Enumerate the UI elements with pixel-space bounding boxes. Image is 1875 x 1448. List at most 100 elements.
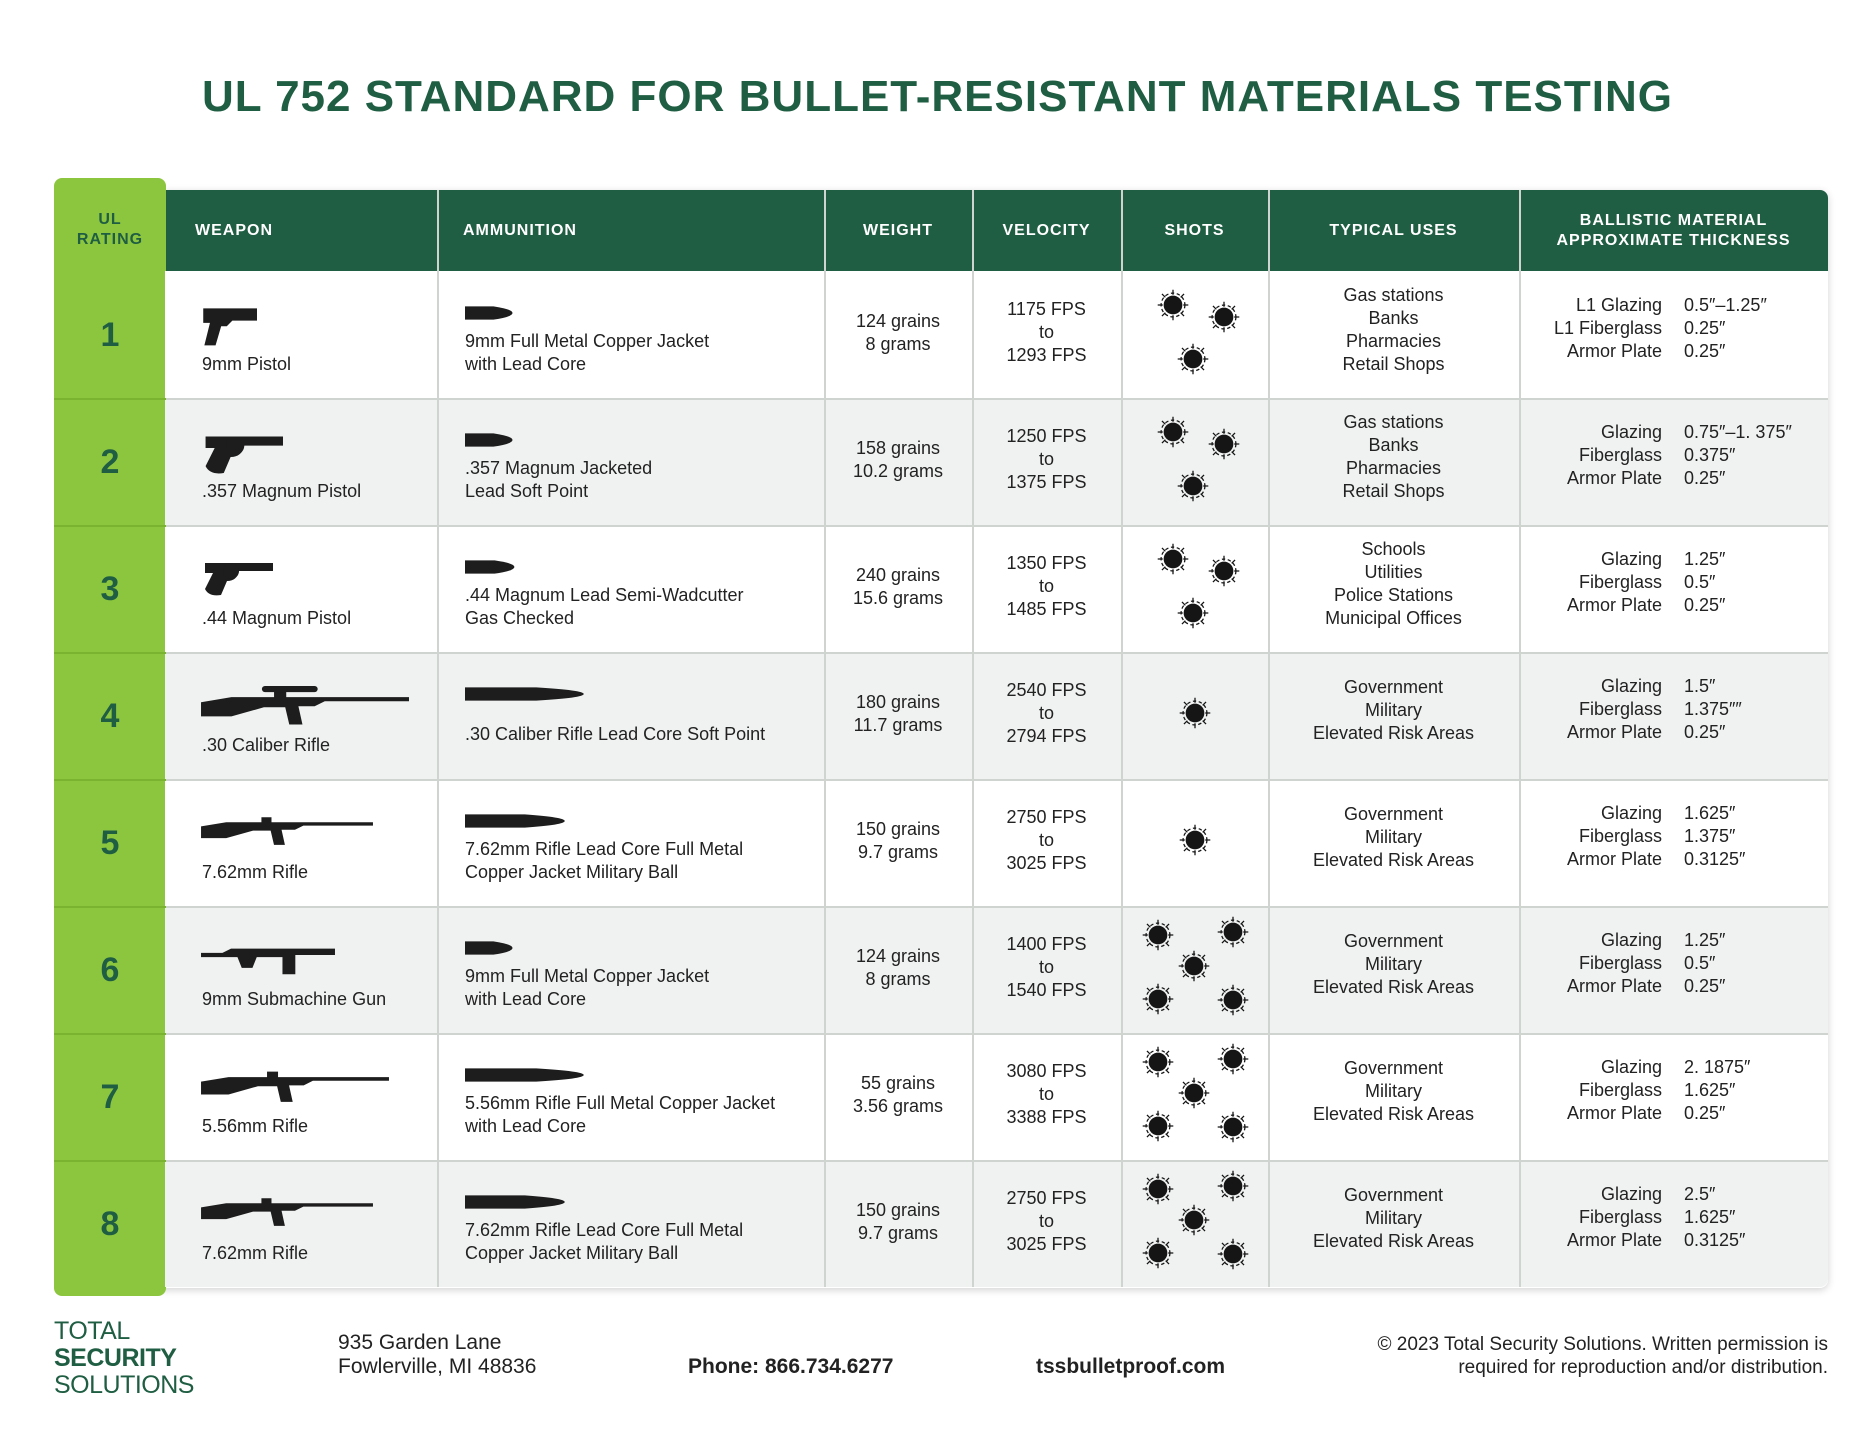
velocity-line: 3025 FPS bbox=[1006, 852, 1087, 873]
weight: 150 grains 9.7 grams bbox=[824, 818, 972, 864]
weapon: 7.62mm Rifle bbox=[202, 1243, 309, 1263]
uses-line: Municipal Offices bbox=[1325, 607, 1462, 628]
weapon: .30 Caliber Rifle bbox=[202, 735, 331, 755]
velocity-line: 1250 FPS bbox=[1006, 425, 1087, 446]
weight: 150 grains 9.7 grams bbox=[824, 1199, 972, 1245]
shot-hole bbox=[1177, 597, 1208, 628]
column-divider bbox=[437, 190, 439, 398]
uses-line: Retail Shops bbox=[1342, 353, 1445, 374]
velocity-line: to bbox=[1038, 956, 1054, 977]
uses: Gas stations Banks Pharmacies Retail Shops bbox=[1268, 393, 1519, 520]
thickness: 2.5″ bbox=[1684, 1183, 1716, 1204]
header-velocity: VELOCITY bbox=[1002, 222, 1091, 239]
column-divider bbox=[1519, 652, 1521, 779]
uses-line: Military bbox=[1365, 827, 1422, 847]
row-bg bbox=[165, 271, 1828, 398]
uses-line: Government bbox=[1343, 677, 1444, 697]
weight-line: 158 grains bbox=[855, 437, 941, 458]
weight-line: 150 grains bbox=[855, 1199, 941, 1220]
row-bg bbox=[165, 906, 1828, 1033]
header-rating: UL RATING bbox=[54, 210, 166, 250]
header-thickness-line: APPROXIMATE THICKNESS bbox=[1556, 232, 1791, 249]
material: Glazing bbox=[1600, 421, 1662, 442]
weapon: .357 Magnum Pistol bbox=[202, 481, 362, 501]
ammunition: 9mm Full Metal Copper Jacket with Lead Co… bbox=[465, 327, 709, 379]
velocity-line: to bbox=[1038, 575, 1054, 596]
velocity-line: 2540 FPS bbox=[1006, 679, 1087, 700]
shot-hole bbox=[1157, 416, 1188, 447]
weight-line: 9.7 grams bbox=[857, 841, 939, 862]
shot-hole bbox=[1179, 824, 1210, 855]
header-shots: SHOTS bbox=[1164, 222, 1225, 239]
column-divider bbox=[824, 652, 826, 779]
phone: Phone: 866.734.6277 bbox=[688, 1355, 894, 1378]
velocity-line: to bbox=[1038, 702, 1054, 723]
column-divider bbox=[1268, 652, 1270, 779]
thickness: 0.25″ bbox=[1684, 594, 1726, 615]
material: Glazing bbox=[1600, 1183, 1662, 1204]
row-bg bbox=[165, 1033, 1828, 1160]
copyright-line: required for reproduction and/or distrib… bbox=[1458, 1357, 1828, 1378]
weight: 55 grains 3.56 grams bbox=[824, 1072, 972, 1118]
material: Fiberglass bbox=[1578, 1079, 1662, 1100]
weapon: 5.56mm Rifle bbox=[202, 1116, 309, 1136]
column-divider bbox=[972, 779, 974, 906]
column-divider bbox=[824, 1160, 826, 1287]
weight-line: 8 grams bbox=[865, 968, 931, 989]
title: UL 752 STANDARD FOR BULLET-RESISTANT MAT… bbox=[201, 72, 1673, 121]
thickness: 0.375″ bbox=[1684, 444, 1736, 465]
velocity: 1250 FPS to 1375 FPS bbox=[972, 425, 1121, 494]
column-divider bbox=[824, 525, 826, 652]
column-divider bbox=[1519, 525, 1521, 652]
column-divider bbox=[1121, 779, 1123, 906]
shot-hole bbox=[1142, 983, 1173, 1014]
rating: 2 bbox=[100, 442, 120, 481]
velocity: 1350 FPS to 1485 FPS bbox=[972, 552, 1121, 621]
velocity-line: to bbox=[1038, 448, 1054, 469]
weight-line: 124 grains bbox=[855, 945, 941, 966]
column-divider bbox=[1121, 398, 1123, 525]
shot-hole bbox=[1157, 543, 1188, 574]
velocity-line: 1375 FPS bbox=[1006, 471, 1087, 492]
velocity-line: 1350 FPS bbox=[1006, 552, 1087, 573]
velocity: 2750 FPS to 3025 FPS bbox=[972, 806, 1121, 875]
rating-divider bbox=[54, 779, 166, 781]
uses-line: Gas stations bbox=[1343, 284, 1444, 305]
rating: 3 bbox=[100, 569, 120, 608]
thickness: 1.625″ bbox=[1684, 802, 1736, 823]
ammunition-line: with Lead Core bbox=[465, 354, 587, 374]
ammo-icon bbox=[465, 560, 515, 574]
velocity-line: 2750 FPS bbox=[1006, 806, 1087, 827]
weight-line: 10.2 grams bbox=[852, 460, 944, 481]
velocity-line: to bbox=[1038, 829, 1054, 850]
material: Armor Plate bbox=[1566, 340, 1662, 361]
thickness: 0.75″–1. 375″ bbox=[1684, 421, 1792, 442]
column-divider bbox=[1268, 779, 1270, 906]
material: Fiberglass bbox=[1578, 825, 1662, 846]
material: Glazing bbox=[1600, 929, 1662, 950]
column-divider bbox=[437, 1033, 439, 1160]
column-divider bbox=[1519, 779, 1521, 906]
column-divider bbox=[972, 398, 974, 525]
weight: 124 grains 8 grams bbox=[824, 310, 972, 356]
column-divider bbox=[1519, 1160, 1521, 1287]
ammunition-line: Lead Soft Point bbox=[465, 481, 589, 501]
address-line: Fowlerville, MI 48836 bbox=[338, 1355, 537, 1378]
column-divider bbox=[437, 906, 439, 1033]
uses-line: Police Stations bbox=[1333, 584, 1454, 605]
thickness: 1.375″″ bbox=[1684, 698, 1742, 719]
uses-line: Banks bbox=[1368, 434, 1419, 455]
velocity: 2540 FPS to 2794 FPS bbox=[972, 679, 1121, 748]
column-divider bbox=[972, 906, 974, 1033]
weapon: .44 Magnum Pistol bbox=[202, 608, 352, 628]
column-divider bbox=[1519, 190, 1521, 398]
uses-line: Military bbox=[1365, 1208, 1422, 1228]
header-thickness: BALLISTIC MATERIAL APPROXIMATE THICKNESS bbox=[1519, 211, 1828, 251]
thickness: 0.5″ bbox=[1684, 571, 1716, 592]
material: Glazing bbox=[1600, 675, 1662, 696]
thickness: 0.5″–1.25″ bbox=[1684, 294, 1767, 315]
velocity-line: 3080 FPS bbox=[1006, 1060, 1087, 1081]
column-divider bbox=[1519, 1033, 1521, 1160]
rating: 1 bbox=[100, 315, 120, 354]
velocity-line: 3025 FPS bbox=[1006, 1233, 1087, 1254]
